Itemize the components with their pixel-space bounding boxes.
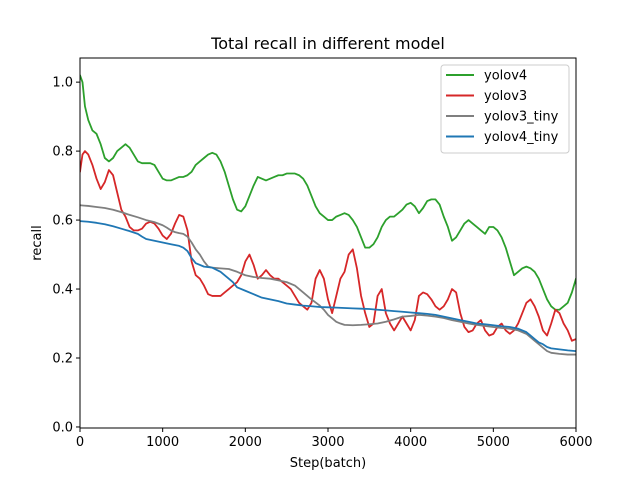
series-layer — [80, 74, 576, 356]
x-tick-label: 4000 — [394, 435, 427, 450]
y-tick-label: 1.0 — [52, 76, 73, 91]
x-tick-label: 1000 — [146, 435, 179, 450]
y-axis: 0.0 0.2 0.4 0.6 0.8 1.0 — [52, 76, 80, 435]
y-tick-label: 0.6 — [52, 214, 73, 229]
y-tick-label: 0.4 — [52, 283, 73, 298]
chart-title: Total recall in different model — [210, 34, 445, 53]
y-axis-label: recall — [30, 225, 45, 260]
legend-box — [440, 64, 570, 154]
x-tick-label: 5000 — [477, 435, 510, 450]
y-tick-label: 0.8 — [52, 145, 73, 160]
x-tick-label: 3000 — [311, 435, 344, 450]
series-line-yolov3 — [80, 150, 576, 342]
series-line-yolov4 — [80, 74, 576, 311]
legend-label-yolov4_tiny: yolov4_tiny — [484, 130, 559, 145]
x-tick-label: 2000 — [229, 435, 262, 450]
series-line-yolov4_tiny — [80, 220, 576, 353]
x-axis-label: Step(batch) — [290, 456, 366, 471]
x-axis: 0 1000 2000 3000 4000 5000 6000 — [76, 428, 593, 450]
x-tick-label: 6000 — [559, 435, 592, 450]
legend: yolov4 yolov3 yolov3_tiny yolov4_tiny — [440, 64, 570, 154]
legend-label-yolov3: yolov3 — [484, 89, 527, 104]
x-tick-label: 0 — [76, 435, 84, 450]
legend-label-yolov3_tiny: yolov3_tiny — [484, 110, 559, 125]
legend-label-yolov4: yolov4 — [484, 69, 527, 84]
y-tick-label: 0.0 — [52, 420, 73, 435]
series-line-yolov3_tiny — [80, 204, 576, 356]
y-tick-label: 0.2 — [52, 352, 73, 367]
